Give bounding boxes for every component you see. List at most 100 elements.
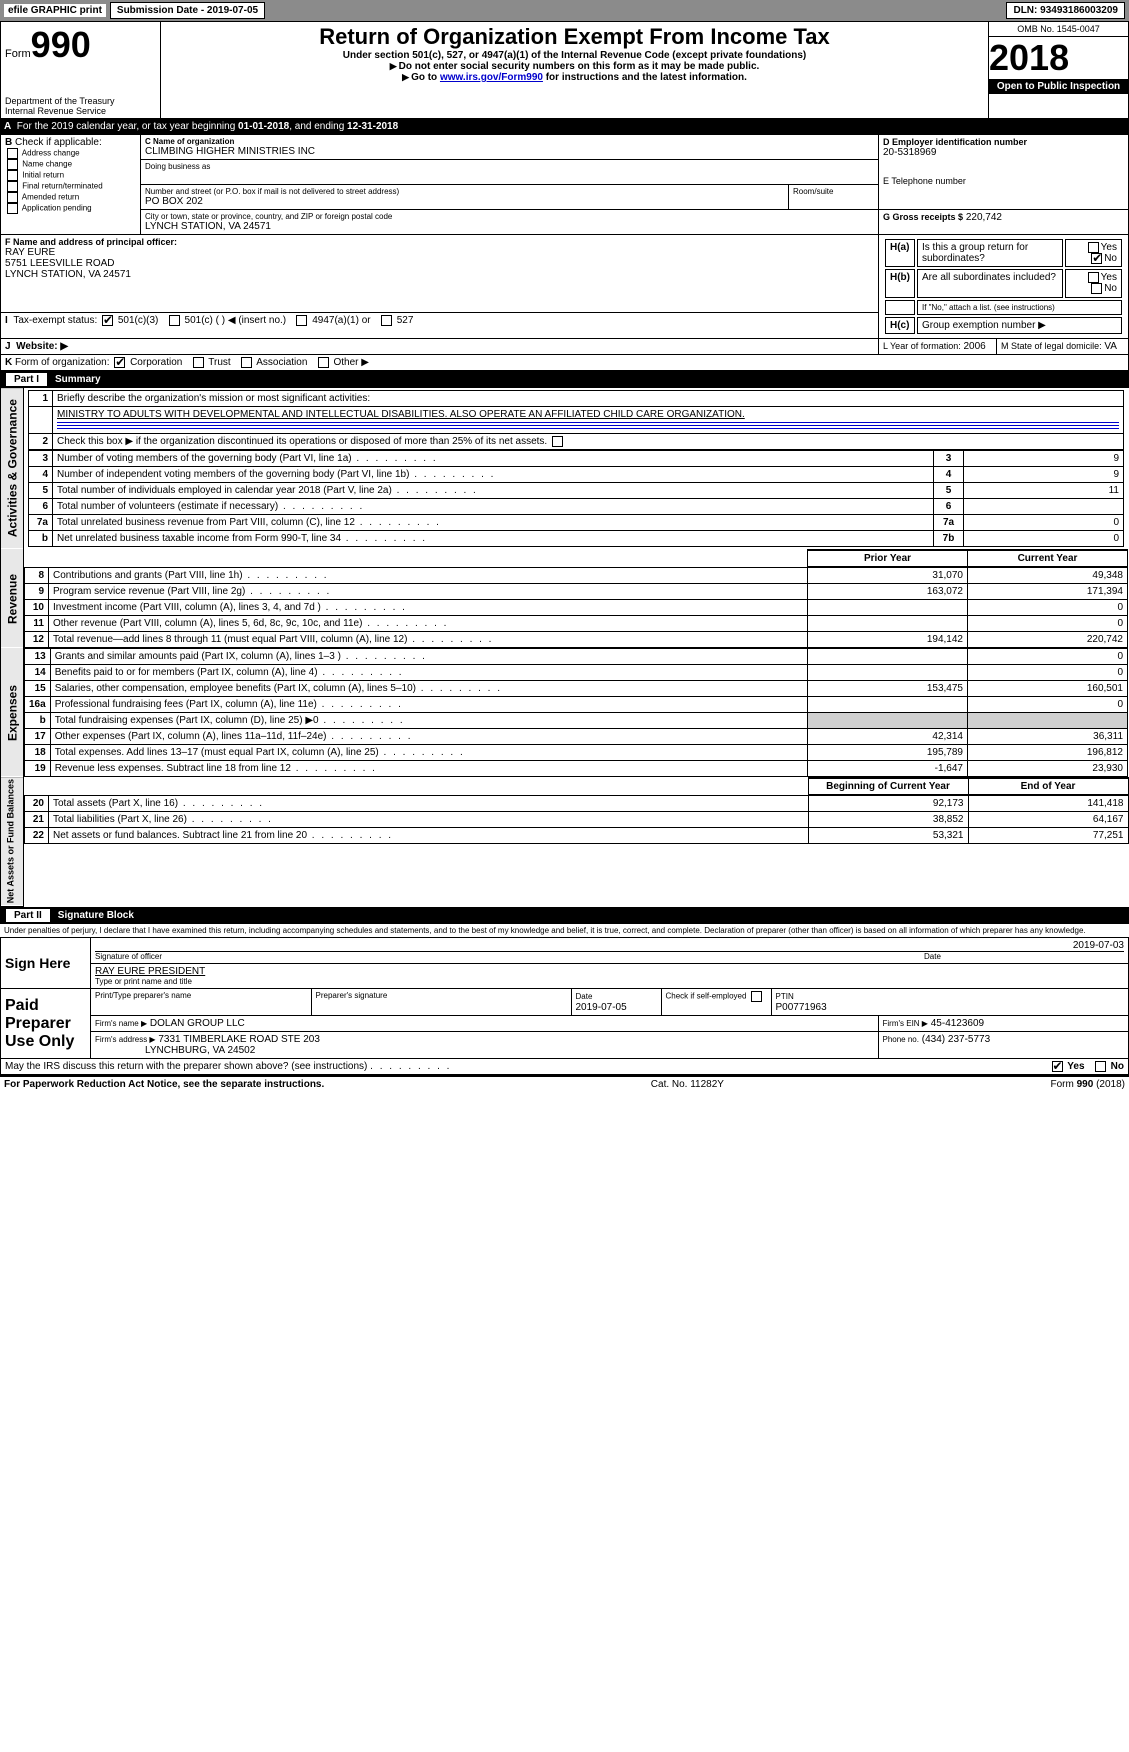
perjury-statement: Under penalties of perjury, I declare th… [0,924,1129,937]
header-frame: Form990 Department of the Treasury Inter… [0,21,1129,119]
k-option-checkbox[interactable] [114,357,125,368]
discuss-no-checkbox[interactable] [1095,1061,1106,1072]
entity-info-grid: B Check if applicable: Address change Na… [0,134,1129,371]
street-label: Number and street (or P.O. box if mail i… [145,187,784,196]
hb-yes-checkbox[interactable] [1088,272,1099,283]
top-bar: efile GRAPHIC print Submission Date - 20… [0,0,1129,21]
hb-note: If "No," attach a list. (see instruction… [917,300,1122,315]
ha-no-checkbox[interactable] [1091,253,1102,264]
hb-no-checkbox[interactable] [1091,283,1102,294]
c-name-label: C Name of organization [145,137,874,146]
pt-date: 2019-07-05 [576,1002,627,1013]
row-a: A For the 2019 calendar year, or tax yea… [0,119,1129,134]
officer-addr2: LYNCH STATION, VA 24571 [5,269,874,280]
m-label: M State of legal domicile: [1001,341,1102,351]
part2-label: Part II [6,909,50,922]
form-prefix: Form [5,48,31,60]
q2-checkbox[interactable] [552,436,563,447]
b-option-checkbox[interactable] [7,170,18,181]
ha-label: Is this a group return for subordinates? [917,239,1063,267]
form-subtitle-3: Go to www.irs.gov/Form990 for instructio… [165,72,984,83]
street: PO BOX 202 [145,196,784,207]
open-to-public: Open to Public Inspection [989,79,1128,94]
dept-treasury: Department of the Treasury [5,96,156,106]
ptin-label: PTIN [776,992,794,1001]
ptin: P00771963 [776,1002,827,1013]
col-eoy: End of Year [968,778,1128,795]
b-label: Check if applicable: [15,137,102,148]
sign-here-label: Sign Here [1,938,91,989]
side-governance: Activities & Governance [1,388,24,549]
b-option-checkbox[interactable] [7,181,18,192]
k-option-checkbox[interactable] [193,357,204,368]
part1-label: Part I [6,373,47,386]
form-subtitle-2: Do not enter social security numbers on … [165,61,984,72]
discuss-yes-checkbox[interactable] [1052,1061,1063,1072]
firm-name: DOLAN GROUP LLC [150,1018,245,1029]
firm-name-label: Firm's name ▶ [95,1019,147,1028]
form-number: 990 [31,24,91,65]
g-label: G Gross receipts $ [883,212,963,222]
l-label: L Year of formation: [883,341,961,351]
b-option-checkbox[interactable] [7,203,18,214]
gross-receipts: 220,742 [966,212,1002,223]
part1-title: Summary [55,374,101,385]
room-label: Room/suite [793,187,874,196]
pt-sig-label: Preparer's signature [311,989,571,1015]
part2-header: Part II Signature Block [0,907,1129,924]
firm-phone: (434) 237-5773 [922,1034,990,1045]
i-option-checkbox[interactable] [296,315,307,326]
paid-preparer-label: Paid Preparer Use Only [1,989,91,1059]
b-option-checkbox[interactable] [7,159,18,170]
summary-table: Activities & Governance 1Briefly describ… [0,388,1129,907]
dept-irs: Internal Revenue Service [5,106,156,116]
year-formation: 2006 [964,341,986,352]
officer-name-title: RAY EURE PRESIDENT [95,966,1124,977]
sig-date-label: Date [924,952,1124,961]
i-option-checkbox[interactable] [381,315,392,326]
discuss-label: May the IRS discuss this return with the… [5,1061,367,1072]
dba-label: Doing business as [145,162,874,171]
firm-addr2: LYNCHBURG, VA 24502 [145,1045,255,1056]
k-option-checkbox[interactable] [241,357,252,368]
col-current: Current Year [968,550,1128,567]
phone-label: Phone no. [883,1035,919,1044]
footer-mid: Cat. No. 11282Y [651,1079,724,1090]
i-option-checkbox[interactable] [169,315,180,326]
k-label: Form of organization: [15,357,110,368]
q1-label: Briefly describe the organization's miss… [53,391,1124,407]
f-label: F Name and address of principal officer: [5,237,874,247]
pt-date-label: Date [576,992,593,1001]
footer-right: Form 990 (2018) [1051,1079,1125,1090]
instructions-link[interactable]: www.irs.gov/Form990 [440,72,543,83]
tax-year: 2018 [989,37,1128,79]
side-netassets: Net Assets or Fund Balances [1,777,24,906]
d-label: D Employer identification number [883,137,1124,147]
k-option-checkbox[interactable] [318,357,329,368]
i-option-checkbox[interactable] [102,315,113,326]
j-label: Website: ▶ [16,341,68,352]
hb-label: Are all subordinates included? [917,269,1063,297]
q1-answer: MINISTRY TO ADULTS WITH DEVELOPMENTAL AN… [57,409,745,420]
omb-number: OMB No. 1545-0047 [989,22,1128,37]
firm-addr-label: Firm's address ▶ [95,1035,156,1044]
sig-officer-label: Signature of officer [95,952,924,961]
pt-name-label: Print/Type preparer's name [91,989,311,1015]
b-option-checkbox[interactable] [7,192,18,203]
b-option-checkbox[interactable] [7,148,18,159]
form-subtitle-1: Under section 501(c), 527, or 4947(a)(1)… [165,50,984,61]
city-label: City or town, state or province, country… [145,212,874,221]
firm-ein: 45-4123609 [931,1018,984,1029]
city: LYNCH STATION, VA 24571 [145,221,874,232]
hc-label: Group exemption number ▶ [917,317,1122,334]
officer-name: RAY EURE [5,247,874,258]
q2-label: Check this box ▶ if the organization dis… [53,434,1124,450]
e-label: E Telephone number [883,176,1124,186]
ein: 20-5318969 [883,147,1124,158]
self-employed-checkbox[interactable] [751,991,762,1002]
part1-header: Part I Summary [0,371,1129,388]
officer-addr1: 5751 LEESVILLE ROAD [5,258,874,269]
signature-table: Sign Here 2019-07-03 Signature of office… [0,937,1129,1075]
officer-label: Type or print name and title [95,977,1124,986]
org-name: CLIMBING HIGHER MINISTRIES INC [145,146,874,157]
